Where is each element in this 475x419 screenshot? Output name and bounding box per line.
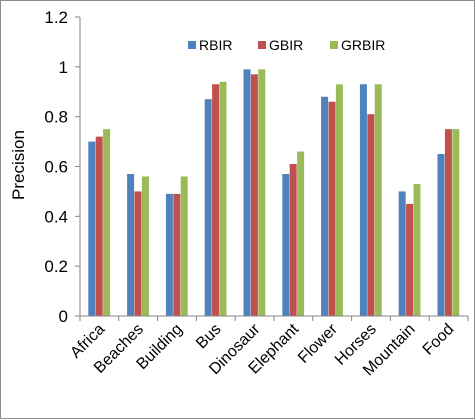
bar-gbir-bus <box>212 84 220 317</box>
bar-gbir-africa <box>95 136 103 316</box>
bar-rbir-food <box>437 154 445 316</box>
bar-grbir-elephant <box>297 151 305 316</box>
bar-gbir-dinosaur <box>250 74 258 316</box>
y-tick-label: 0.6 <box>44 158 68 177</box>
bar-grbir-horses <box>374 84 382 317</box>
y-tick-label: 0.8 <box>44 108 68 127</box>
bar-rbir-africa <box>88 141 96 316</box>
legend-label-grbir: GRBIR <box>341 37 385 53</box>
y-tick-label: 0 <box>59 307 68 326</box>
bar-rbir-dinosaur <box>243 69 251 316</box>
y-tick-label: 0.4 <box>44 207 68 226</box>
y-axis-title-text: Precision <box>9 130 28 200</box>
bar-grbir-building <box>180 176 188 316</box>
bar-rbir-building <box>165 193 173 316</box>
bar-rbir-elephant <box>282 173 290 316</box>
bar-rbir-flower <box>321 96 329 316</box>
legend-label-rbir: RBIR <box>199 37 232 53</box>
bar-grbir-dinosaur <box>258 69 266 316</box>
legend-swatch-gbir <box>258 41 266 49</box>
legend-swatch-rbir <box>188 41 196 49</box>
bar-grbir-food <box>452 129 460 316</box>
bar-gbir-mountain <box>406 203 414 316</box>
bar-gbir-building <box>173 193 181 316</box>
y-axis-title: Precision <box>9 130 28 200</box>
y-tick-label: 0.2 <box>44 257 68 276</box>
y-tick-labels: 0 0.2 0.4 0.6 0.8 1 1.2 <box>44 8 68 326</box>
bar-gbir-food <box>444 129 452 316</box>
bar-rbir-horses <box>359 84 367 317</box>
x-tick-label: Food <box>420 321 458 359</box>
bar-gbir-elephant <box>289 164 297 316</box>
y-tick-label: 1 <box>59 58 68 77</box>
bar-gbir-flower <box>328 101 336 316</box>
legend-label-gbir: GBIR <box>269 37 303 53</box>
bar-gbir-beaches <box>134 191 142 316</box>
bar-rbir-mountain <box>398 191 406 316</box>
bar-grbir-mountain <box>413 183 421 316</box>
axes <box>75 16 469 321</box>
x-tick-label: Bus <box>193 321 225 353</box>
bar-grbir-beaches <box>141 176 149 316</box>
y-tick-label: 1.2 <box>44 8 68 27</box>
bars <box>88 69 460 317</box>
legend: RBIR GBIR GRBIR <box>188 37 385 53</box>
bar-gbir-horses <box>367 114 375 316</box>
bar-rbir-bus <box>204 99 212 316</box>
bar-grbir-flower <box>335 84 343 317</box>
bar-grbir-bus <box>219 81 227 317</box>
bar-grbir-africa <box>103 129 111 316</box>
legend-swatch-grbir <box>330 41 338 49</box>
bar-rbir-beaches <box>127 173 135 316</box>
